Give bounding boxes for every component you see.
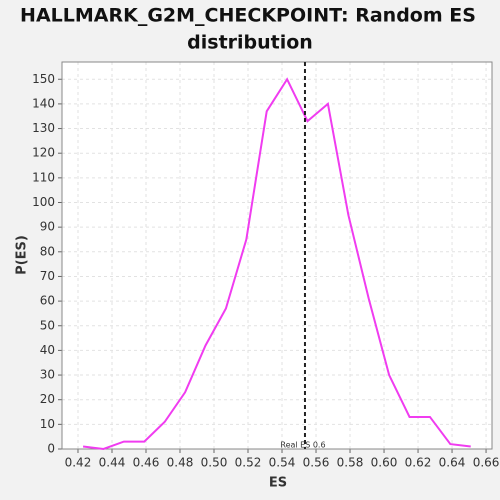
- x-tick-label: 0.46: [133, 456, 160, 470]
- y-tick-label: 100: [32, 195, 55, 209]
- x-tick-label: 0.42: [65, 456, 92, 470]
- x-tick-label: 0.52: [235, 456, 262, 470]
- y-tick-label: 70: [40, 269, 55, 283]
- y-tick-label: 60: [40, 294, 55, 308]
- y-tick-label: 140: [32, 96, 55, 110]
- plot-border: [61, 61, 493, 450]
- y-axis-label: P(ES): [15, 235, 30, 275]
- y-tick-label: 10: [40, 417, 55, 431]
- y-tick-label: 90: [40, 220, 55, 234]
- x-tick-label: 0.54: [269, 456, 296, 470]
- reference-label: Real ES 0.6: [280, 441, 325, 450]
- y-tick-label: 0: [47, 442, 55, 456]
- y-tick-label: 20: [40, 392, 55, 406]
- x-tick-label: 0.48: [167, 456, 194, 470]
- x-tick-label: 0.56: [303, 456, 330, 470]
- y-tick-label: 40: [40, 343, 55, 357]
- x-tick-label: 0.44: [99, 456, 126, 470]
- y-tick-label: 80: [40, 244, 55, 258]
- line-series: [82, 77, 471, 451]
- y-tick-label: 110: [32, 170, 55, 184]
- x-tick-label: 0.58: [337, 456, 364, 470]
- y-tick-label: 30: [40, 368, 55, 382]
- y-tick-label: 50: [40, 318, 55, 332]
- chart-title: distribution: [187, 32, 313, 54]
- chart-title: HALLMARK_G2M_CHECKPOINT: Random ES: [20, 5, 476, 27]
- y-tick-label: 120: [32, 146, 55, 160]
- x-tick-label: 0.64: [439, 456, 466, 470]
- x-tick-label: 0.50: [201, 456, 228, 470]
- x-axis-label: ES: [269, 476, 287, 491]
- x-tick-label: 0.60: [371, 456, 398, 470]
- y-tick-label: 150: [32, 72, 55, 86]
- y-tick-label: 130: [32, 121, 55, 135]
- plot-area: [62, 62, 492, 449]
- x-tick-label: 0.66: [473, 456, 500, 470]
- x-tick-label: 0.62: [405, 456, 432, 470]
